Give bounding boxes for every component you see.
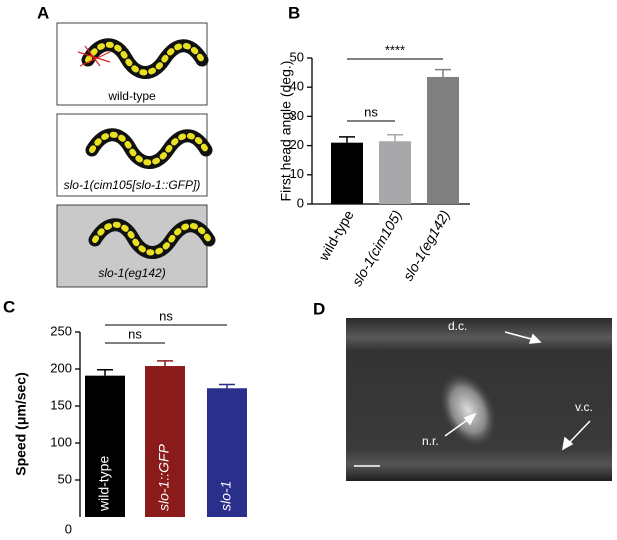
bar-chart: Speed (μm/sec) 0 50 100 150 200 250 wild-type sl… — [13, 308, 247, 536]
panel-label: B — [288, 3, 300, 22]
y-tick-label: 10 — [290, 166, 304, 181]
worm-panel: wild-type slo-1(cim105[slo-1::GFP]) slo-… — [56, 22, 209, 288]
image-caption: slo-1(eg142) — [98, 266, 165, 280]
bar — [331, 142, 363, 204]
y-axis-label: Speed (μm/sec) — [13, 372, 29, 476]
error-bar — [435, 68, 451, 77]
x-tick-label: slo-1(eg142) — [400, 207, 453, 283]
nerve-ring — [438, 372, 498, 448]
y-tick-label: 30 — [290, 108, 304, 123]
bar — [207, 388, 247, 517]
y-tick-label: 150 — [50, 397, 72, 412]
y-tick-label: 50 — [58, 471, 72, 486]
bar — [145, 366, 185, 517]
x-tick-label: slo-1(cim105) — [349, 207, 405, 288]
angle-lines — [77, 45, 111, 67]
error-bar — [339, 136, 355, 143]
y-tick-label: 0 — [297, 195, 304, 210]
error-bar — [387, 134, 403, 142]
micrograph: d.c. n.r. v.c. — [346, 318, 612, 481]
error-bar — [219, 383, 235, 389]
y-tick-label: 40 — [290, 79, 304, 94]
y-tick-label: 250 — [50, 323, 72, 338]
y-tick-label: 50 — [290, 49, 304, 64]
image-caption: slo-1(cim105[slo-1::GFP]) — [64, 178, 201, 192]
bar — [85, 375, 125, 517]
y-tick-label: 0 — [65, 521, 72, 536]
arrows — [354, 331, 591, 467]
micrograph-label: v.c. — [575, 400, 593, 414]
micrograph-label: d.c. — [448, 319, 467, 333]
image-caption: wild-type — [107, 89, 156, 103]
y-tick-label: 100 — [50, 434, 72, 449]
panel-label: D — [313, 299, 325, 318]
panel-label: A — [37, 3, 49, 22]
bar-label: slo-1 — [218, 481, 234, 511]
y-tick-label: 20 — [290, 137, 304, 152]
error-bar — [157, 360, 173, 367]
panel-label: C — [3, 297, 15, 316]
micrograph-label: n.r. — [422, 434, 439, 448]
y-tick-label: 200 — [50, 360, 72, 375]
x-tick-label: wild-type — [315, 207, 357, 264]
bar-label: wild-type — [96, 456, 112, 512]
significance-label: ns — [364, 104, 378, 119]
bar — [379, 141, 411, 204]
significance-label: ns — [128, 326, 142, 341]
significance-label: ns — [159, 308, 173, 323]
bar-label: slo-1::GFP — [156, 443, 172, 511]
bar-chart: First head angle (deg.)0 10 20 30 40 50 wild-t… — [278, 42, 470, 289]
significance-label: **** — [385, 42, 405, 57]
error-bar — [97, 368, 113, 376]
y-axis-label: First head angle (deg.) — [278, 61, 294, 202]
bar — [427, 76, 459, 204]
